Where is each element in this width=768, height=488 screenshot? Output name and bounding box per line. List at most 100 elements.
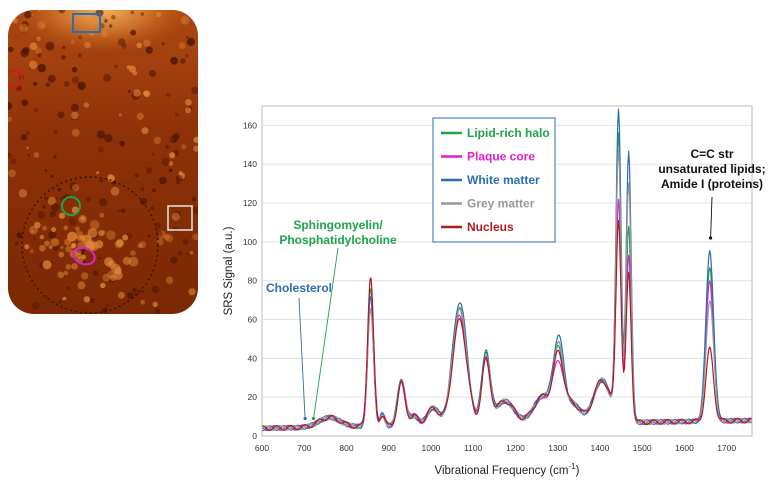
tissue-speck <box>186 37 195 46</box>
tissue-speck <box>44 240 50 247</box>
tissue-speck <box>37 53 42 58</box>
y-tick-label: 0 <box>252 431 257 441</box>
plaque-speck <box>42 225 47 231</box>
tissue-speck <box>182 239 189 245</box>
tissue-speck <box>109 24 113 28</box>
tissue-speck <box>30 230 34 233</box>
tissue-speck <box>107 174 115 182</box>
tissue-speck <box>169 135 178 143</box>
tissue-speck <box>18 189 28 198</box>
tissue-speck <box>37 63 46 73</box>
tissue-speck <box>120 16 124 21</box>
tissue-speck <box>172 133 180 140</box>
tissue-speck <box>101 30 108 37</box>
x-tick-label: 700 <box>297 443 311 453</box>
plaque-speck <box>58 251 65 258</box>
tissue-speck <box>83 102 90 108</box>
lipid-halo-circle <box>61 196 81 216</box>
tissue-speck <box>33 107 39 113</box>
tissue-speck <box>117 38 126 46</box>
tissue-speck <box>127 292 134 299</box>
tissue-speck <box>153 136 162 145</box>
tissue-speck <box>150 206 155 211</box>
tissue-speck <box>111 15 116 20</box>
plaque-speck <box>83 296 91 303</box>
tissue-speck <box>55 197 59 200</box>
tissue-speck <box>156 12 162 18</box>
tissue-speck <box>24 11 32 19</box>
tissue-speck <box>165 276 174 284</box>
y-tick-label: 20 <box>248 392 258 402</box>
tissue-speck <box>169 152 176 159</box>
tissue-speck <box>49 211 56 218</box>
plaque-speck <box>42 260 52 270</box>
tissue-speck <box>140 186 145 192</box>
tissue-speck <box>29 42 38 51</box>
tissue-speck <box>21 21 29 28</box>
tissue-speck <box>51 227 57 233</box>
tissue-speck <box>114 64 118 69</box>
tissue-speck <box>181 144 187 150</box>
tissue-speck <box>103 73 112 82</box>
y-tick-label: 80 <box>248 276 258 286</box>
tissue-speck <box>104 134 113 143</box>
tissue-speck <box>132 287 137 292</box>
tissue-speck <box>96 171 100 175</box>
plaque-speck <box>76 252 82 259</box>
plaque-speck <box>78 215 87 224</box>
tissue-speck <box>8 102 13 110</box>
tissue-speck <box>71 76 80 84</box>
tissue-speck <box>34 221 41 229</box>
x-tick-label: 600 <box>255 443 269 453</box>
legend-label: White matter <box>467 173 540 187</box>
annotation-cholesterol: Cholesterol <box>266 281 332 295</box>
tissue-speck <box>10 158 17 165</box>
tissue-speck <box>170 256 178 264</box>
tissue-speck <box>25 130 31 136</box>
tissue-speck <box>21 134 28 141</box>
tissue-speck <box>161 158 170 167</box>
tissue-speck <box>157 230 166 240</box>
plaque-speck <box>99 212 105 218</box>
tissue-speck <box>165 234 174 243</box>
tissue-speck <box>47 196 56 206</box>
plaque-speck <box>50 238 60 247</box>
tissue-speck <box>170 56 179 65</box>
plaque-speck <box>39 244 46 252</box>
series-line-grey-matter <box>261 149 753 431</box>
tissue-speck <box>122 234 129 241</box>
plaque-speck <box>65 245 72 253</box>
tissue-speck <box>71 128 80 137</box>
tissue-speck <box>19 23 29 33</box>
axis-ticks: 0 20 40 60 80 100 120 140 160 600 700 800 900 1000 110… <box>243 120 737 453</box>
tissue-speck <box>191 197 196 202</box>
tissue-speck <box>105 304 109 308</box>
plaque-speck <box>74 226 80 232</box>
tissue-speck <box>171 140 174 143</box>
tissue-speck <box>68 217 77 226</box>
tissue-speck <box>184 54 189 58</box>
y-tick-label: 60 <box>248 315 258 325</box>
tissue-speck <box>151 188 156 193</box>
tissue-speck <box>66 286 71 291</box>
tissue-speck <box>119 140 125 147</box>
tissue-speck <box>189 250 194 255</box>
annotation-arrowhead <box>709 236 713 240</box>
tissue-speck <box>130 29 137 36</box>
tissue-speck <box>136 42 142 49</box>
tissue-speck <box>69 182 78 191</box>
tissue-speck <box>151 285 160 294</box>
tissue-speck <box>60 246 64 249</box>
tissue-speck <box>134 173 139 178</box>
plaque-speck <box>102 273 111 282</box>
tissue-speck <box>50 203 60 213</box>
y-tick-label: 140 <box>243 159 257 169</box>
plaque-speck <box>98 230 105 237</box>
tissue-speck <box>89 298 95 303</box>
tissue-speck <box>136 112 144 120</box>
tissue-speck <box>98 256 101 260</box>
tissue-speck <box>53 155 57 159</box>
x-axis-title: Vibrational Frequency (cm-1) <box>435 462 580 477</box>
series-line-nucleus <box>261 219 753 431</box>
